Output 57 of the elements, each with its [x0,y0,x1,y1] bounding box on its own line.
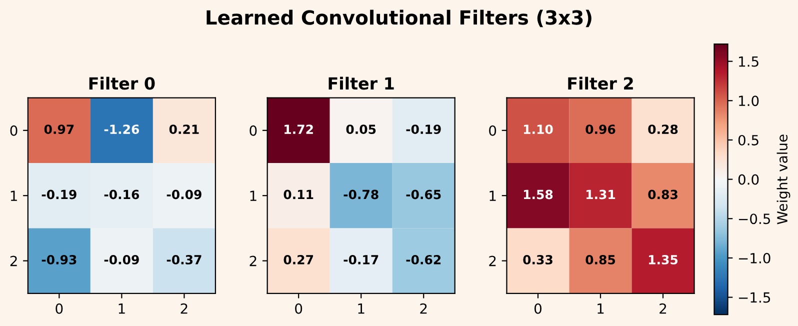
x-tick-label: 0 [295,303,302,314]
data-label: -0.62 [406,254,441,264]
y-tick-label: 2 [489,256,496,266]
data-label: -0.19 [406,124,441,134]
data-label: 0.83 [648,190,678,200]
y-tick-label: 0 [10,125,18,136]
x-tick-label: 2 [420,303,427,314]
data-label: -0.19 [42,190,76,200]
x-tick-label: 0 [56,303,63,314]
color-bar-label: 0.5 [738,134,758,146]
data-label: -1.26 [104,124,140,134]
data-label: -0.78 [344,190,378,200]
data-label: -0.09 [166,190,202,200]
color-bar-label: −0.5 [738,214,770,224]
data-label: 0.97 [44,124,74,134]
x-tick-label: 1 [118,304,125,314]
data-label: 1.31 [586,190,616,200]
data-label: 1.35 [648,254,678,264]
x-tick-label: 2 [180,303,188,314]
y-tick-label: 2 [250,256,256,266]
color-bar-label: −1.5 [738,292,770,303]
data-label: 0.05 [346,124,376,134]
x-tick-label: 0 [534,303,542,314]
data-label: -0.16 [104,190,140,200]
color-bar-label: 1.5 [739,56,758,67]
y-tick-label: 1 [10,190,17,201]
color-bar-title: Weight value [776,134,790,224]
data-label: 1.58 [524,190,553,200]
chart-title: Filter 0 [89,76,155,90]
data-label: 0.85 [586,254,616,264]
data-label: -0.17 [344,254,378,264]
data-label: 0.96 [586,124,616,134]
data-label: 0.27 [284,254,314,264]
color-bar-label: 0.0 [738,174,759,185]
data-label: 0.11 [284,190,314,200]
data-label: 0.28 [648,124,678,134]
x-tick-label: 1 [358,304,364,314]
data-label: 0.21 [169,124,199,134]
data-label: -0.09 [104,254,139,264]
data-label: 0.33 [523,254,552,264]
chart-title: Filter 2 [568,76,633,90]
data-label: 1.10 [524,124,553,134]
color-bar-label: −1.0 [738,252,770,264]
text: Learned Convolutional Filters (3x3) [206,10,592,28]
y-tick-label: 2 [10,256,17,266]
y-tick-label: 0 [489,125,496,136]
data-label: 1.72 [284,124,313,134]
data-label: -0.37 [166,254,202,264]
data-label: -0.93 [42,254,76,264]
y-tick-label: 0 [250,125,257,136]
color-bar-label: 1.0 [739,96,759,106]
x-tick-label: 2 [660,303,666,314]
chart-title: Filter 1 [328,76,394,90]
data-label: -0.65 [406,190,441,200]
y-tick-label: 1 [490,190,496,201]
x-tick-label: 1 [598,304,604,314]
y-tick-label: 1 [250,190,256,201]
